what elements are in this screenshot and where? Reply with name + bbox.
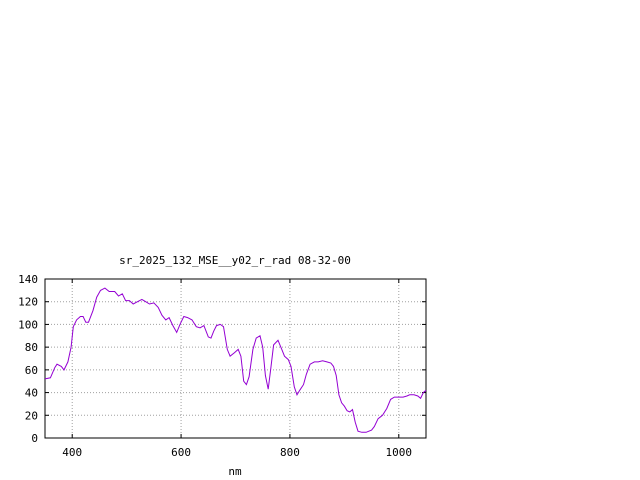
chart-title: sr_2025_132_MSE__y02_r_rad 08-32-00 (119, 254, 351, 267)
y-tick-label: 120 (18, 296, 38, 309)
y-tick-label: 40 (25, 387, 38, 400)
x-tick-label: 1000 (386, 446, 413, 459)
y-tick-label: 140 (18, 273, 38, 286)
x-tick-label: 600 (171, 446, 191, 459)
grid-lines (45, 279, 426, 438)
y-tick-labels: 0 20 40 60 80 100 120 140 (18, 273, 38, 445)
axis-ticks (45, 278, 426, 439)
y-tick-label: 0 (31, 432, 38, 445)
x-axis-label: nm (228, 465, 242, 478)
series-line (44, 287, 427, 433)
x-tick-labels: 400 600 800 1000 (62, 446, 412, 459)
y-tick-label: 20 (25, 409, 38, 422)
x-tick-label: 400 (62, 446, 82, 459)
y-tick-label: 60 (25, 364, 38, 377)
y-tick-label: 80 (25, 341, 38, 354)
x-tick-label: 800 (280, 446, 300, 459)
y-tick-label: 100 (18, 318, 38, 331)
plot-frame (44, 278, 427, 439)
